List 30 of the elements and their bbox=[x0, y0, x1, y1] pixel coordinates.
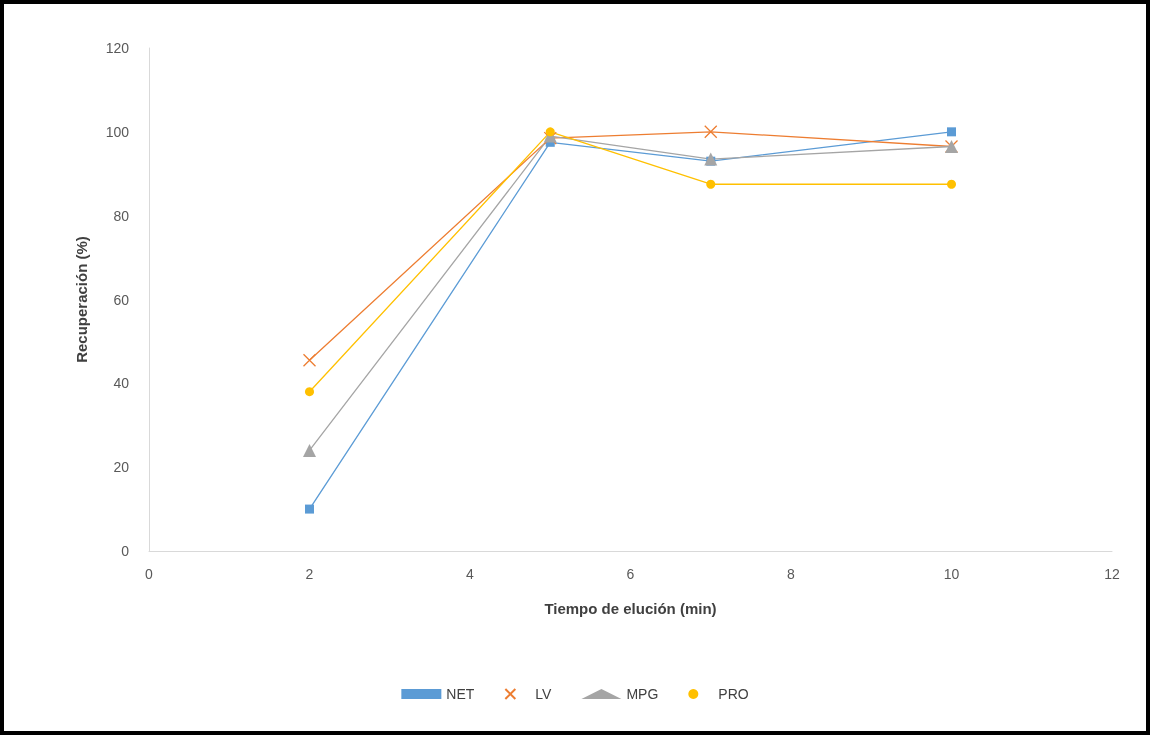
y-axis-title: Recuperación (%) bbox=[73, 236, 90, 363]
point bbox=[704, 125, 718, 139]
x-tick-label: 0 bbox=[145, 566, 154, 582]
y-tick-label: 100 bbox=[105, 123, 130, 140]
y-tick-label: 80 bbox=[113, 207, 130, 224]
x-tick-label: 10 bbox=[943, 566, 960, 582]
legend-label: MPG bbox=[626, 686, 659, 702]
x-tick-label: 4 bbox=[466, 566, 475, 582]
y-tick-label: 120 bbox=[105, 40, 130, 56]
point bbox=[947, 179, 956, 189]
y-tick-label: 40 bbox=[113, 375, 130, 392]
x-tick-label: 2 bbox=[305, 566, 314, 582]
y-tick-label: 0 bbox=[121, 543, 130, 559]
point bbox=[305, 504, 314, 514]
point bbox=[545, 127, 555, 137]
point bbox=[305, 387, 314, 397]
point bbox=[704, 152, 718, 166]
x-tick-label: 8 bbox=[787, 566, 796, 582]
x-tick-label: 6 bbox=[626, 566, 635, 582]
legend-label: PRO bbox=[718, 686, 749, 702]
point bbox=[706, 179, 716, 189]
y-tick-label: 60 bbox=[113, 291, 130, 308]
point bbox=[303, 443, 316, 457]
legend-label: LV bbox=[535, 686, 553, 702]
point bbox=[302, 353, 317, 367]
x-axis-title: Tiempo de elución (min) bbox=[544, 600, 717, 617]
x-tick-label: 12 bbox=[1104, 566, 1120, 582]
y-tick-label: 20 bbox=[113, 459, 130, 476]
legend-label: NET bbox=[446, 686, 475, 702]
point bbox=[947, 127, 956, 137]
